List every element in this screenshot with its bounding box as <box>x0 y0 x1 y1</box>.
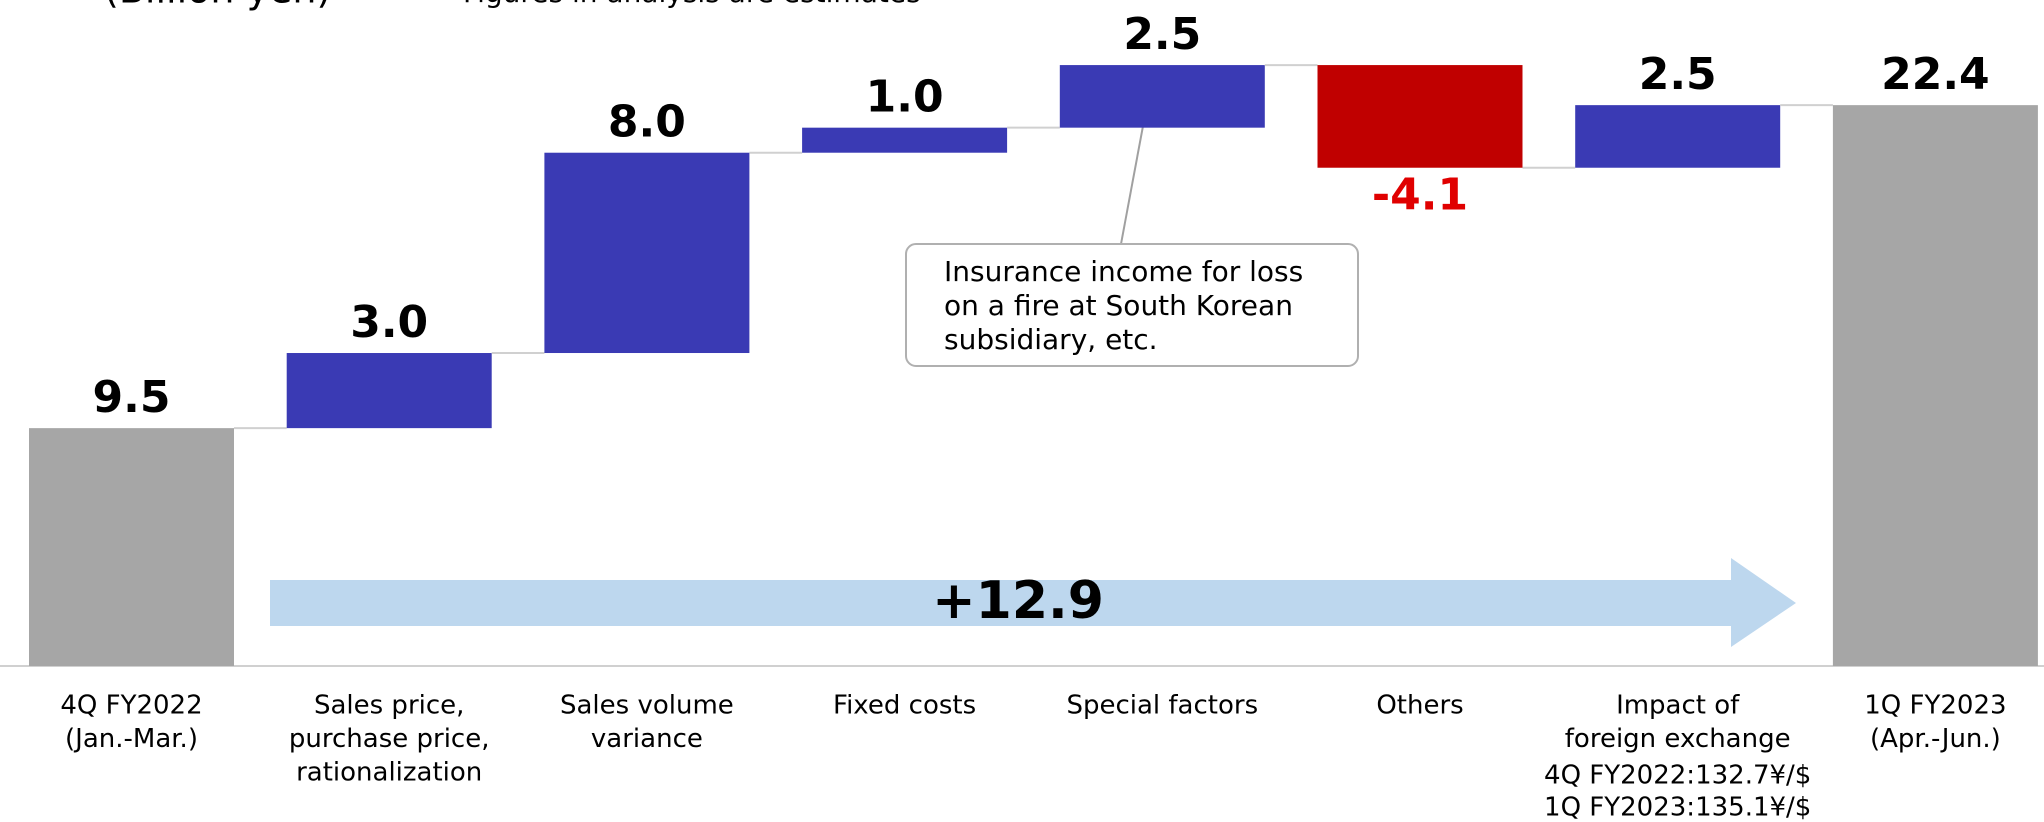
callout-box <box>905 243 1359 367</box>
chart-subtitle: Figures in analysis are estimates <box>463 0 921 9</box>
bar <box>1832 105 2038 667</box>
x-tick-label: (Apr.-Jun.) <box>1870 724 2001 754</box>
callout-leader <box>1120 125 1144 245</box>
value-label: -4.1 <box>1372 170 1468 221</box>
x-tick-label: Special factors <box>1066 691 1258 721</box>
bar <box>286 353 492 429</box>
callout-text: subsidiary, etc. <box>944 323 1158 356</box>
value-label: 22.4 <box>1881 49 1990 100</box>
x-tick-label: Sales price, <box>314 691 464 721</box>
x-tick-label: 4Q FY2022 <box>60 691 202 721</box>
fx-note: 1Q FY2023:135.1¥/$ <box>1544 793 1811 822</box>
x-tick-label: (Jan.-Mar.) <box>65 724 198 754</box>
x-tick-label: Sales volume <box>560 691 734 721</box>
bar <box>802 127 1008 153</box>
bar <box>1059 65 1265 128</box>
x-tick-label: purchase price, <box>289 724 490 754</box>
chart-title: (Billion yen) <box>104 0 331 12</box>
x-tick-label: foreign exchange <box>1565 724 1791 754</box>
x-tick-label: 1Q FY2023 <box>1864 691 2006 721</box>
value-label: 2.5 <box>1123 9 1201 60</box>
total-arrow <box>270 558 1796 647</box>
arrow-label: +12.9 <box>932 571 1104 631</box>
x-tick-label: Fixed costs <box>833 691 976 721</box>
bar <box>1575 105 1781 168</box>
value-label: 2.5 <box>1639 49 1717 100</box>
bar <box>1317 65 1523 168</box>
x-tick-label: rationalization <box>296 758 482 788</box>
value-label: 8.0 <box>608 97 686 148</box>
x-tick-label: variance <box>591 724 703 754</box>
bar <box>29 428 234 666</box>
bar <box>544 152 750 354</box>
callout-text: Insurance income for loss <box>944 255 1303 288</box>
value-label: 9.5 <box>93 372 171 423</box>
callout-text: on a fire at South Korean <box>944 289 1293 322</box>
value-label: 3.0 <box>350 297 428 348</box>
x-tick-label: Others <box>1376 691 1463 721</box>
fx-note: 4Q FY2022:132.7¥/$ <box>1544 761 1811 791</box>
x-tick-label: Impact of <box>1616 691 1740 721</box>
value-label: 1.0 <box>866 72 944 123</box>
